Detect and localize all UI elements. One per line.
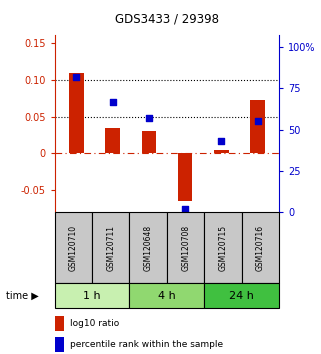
Bar <box>55 283 129 308</box>
Point <box>74 74 79 80</box>
Point <box>255 119 260 124</box>
Text: GSM120648: GSM120648 <box>144 225 153 271</box>
Bar <box>129 283 204 308</box>
Point <box>182 206 187 212</box>
Point <box>146 115 152 121</box>
Text: GSM120716: GSM120716 <box>256 225 265 271</box>
Bar <box>142 131 156 153</box>
Bar <box>55 337 64 352</box>
Text: time ▶: time ▶ <box>6 291 39 301</box>
Point <box>110 99 115 104</box>
Bar <box>204 212 242 283</box>
Bar <box>250 99 265 153</box>
Point <box>219 138 224 144</box>
Text: GSM120710: GSM120710 <box>69 225 78 271</box>
Bar <box>55 212 92 283</box>
Text: 1 h: 1 h <box>83 291 101 301</box>
Text: log10 ratio: log10 ratio <box>70 319 119 328</box>
Bar <box>92 212 129 283</box>
Bar <box>69 73 83 153</box>
Text: GDS3433 / 29398: GDS3433 / 29398 <box>115 13 219 26</box>
Text: percentile rank within the sample: percentile rank within the sample <box>70 340 223 349</box>
Text: GSM120708: GSM120708 <box>181 225 190 271</box>
Bar <box>242 212 279 283</box>
Bar <box>214 150 229 153</box>
Bar <box>204 283 279 308</box>
Bar <box>55 316 64 331</box>
Text: 4 h: 4 h <box>158 291 176 301</box>
Text: 24 h: 24 h <box>230 291 254 301</box>
Bar <box>129 212 167 283</box>
Text: GSM120711: GSM120711 <box>106 225 115 271</box>
Text: GSM120715: GSM120715 <box>219 225 228 271</box>
Bar <box>105 127 120 153</box>
Bar <box>167 212 204 283</box>
Bar <box>178 153 192 201</box>
